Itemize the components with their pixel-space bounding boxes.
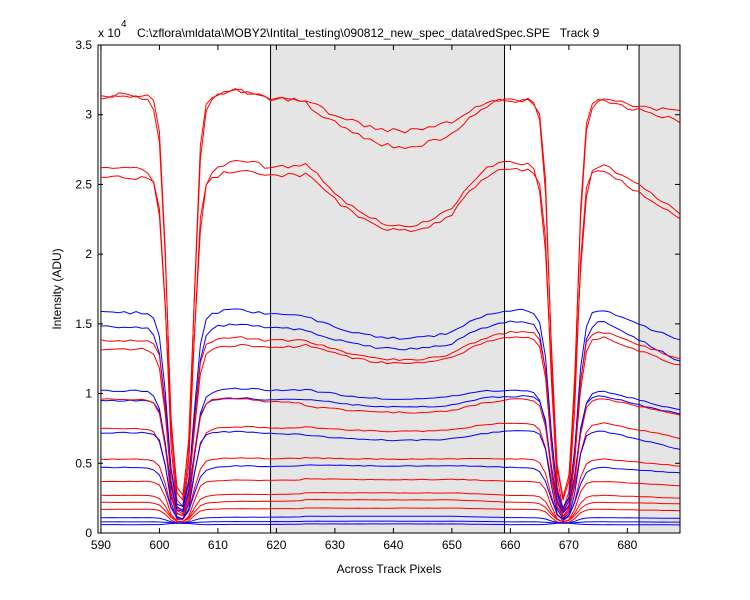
y-axis-label: Intensity (ADU) <box>50 248 64 329</box>
x-tick-label-2: 610 <box>208 538 228 552</box>
series-line-4 <box>100 308 681 514</box>
y-tick-label-4: 2 <box>85 247 92 261</box>
x-tick-label-8: 670 <box>559 538 579 552</box>
plot-frame <box>97 44 681 534</box>
series-line-13 <box>100 456 681 521</box>
series-line-6 <box>100 330 681 518</box>
vertical-lines <box>100 45 640 533</box>
series-line-14 <box>100 464 681 520</box>
y-tick-label-5: 2.5 <box>75 177 92 191</box>
x-tick-label-3: 620 <box>266 538 286 552</box>
series-lines <box>100 88 681 526</box>
x-tick-label-5: 640 <box>383 538 403 552</box>
series-line-19 <box>100 515 681 524</box>
x-axis-ticks: 590 600 610 620 630 640 650 660 670 680 <box>91 45 638 552</box>
y-multiplier-label: x 10 <box>98 26 121 40</box>
series-line-21 <box>100 522 680 526</box>
y-tick-label-0: 0 <box>85 526 92 540</box>
series-line-12 <box>100 430 681 522</box>
y-tick-label-3: 1.5 <box>75 317 92 331</box>
shaded-regions <box>270 45 680 533</box>
series-line-3 <box>100 167 681 513</box>
x-tick-label-4: 630 <box>325 538 345 552</box>
x-tick-label-7: 660 <box>500 538 520 552</box>
x-tick-label-9: 680 <box>617 538 637 552</box>
x-tick-label-1: 600 <box>149 538 169 552</box>
y-axis-ticks: 0 0.5 1 1.5 2 2.5 3 3.5 <box>75 38 680 540</box>
series-line-10 <box>100 397 681 519</box>
y-exponent-label: 4 <box>121 19 127 30</box>
series-line-17 <box>100 498 680 523</box>
x-tick-label-6: 650 <box>442 538 462 552</box>
series-line-16 <box>100 491 681 523</box>
series-line-18 <box>100 507 681 524</box>
chart-title: C:\zflora\mldata\MOBY2\Intital_testing\0… <box>137 26 600 40</box>
x-tick-label-0: 590 <box>91 538 111 552</box>
shaded-region-1 <box>639 45 680 533</box>
series-line-15 <box>100 477 681 523</box>
series-line-7 <box>100 336 681 515</box>
y-tick-label-2: 1 <box>85 387 92 401</box>
shaded-region-0 <box>270 45 505 533</box>
series-line-1 <box>100 88 681 502</box>
x-axis-label: Across Track Pixels <box>337 562 442 576</box>
y-tick-label-7: 3.5 <box>75 38 92 52</box>
y-tick-label-6: 3 <box>85 108 92 122</box>
series-line-20 <box>100 520 680 524</box>
y-tick-label-1: 0.5 <box>75 456 92 470</box>
